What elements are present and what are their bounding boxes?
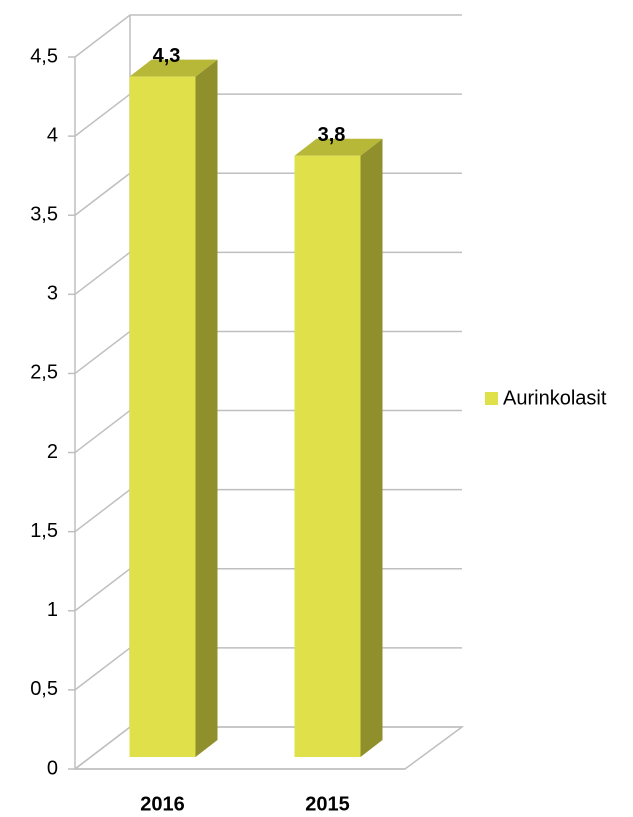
legend-swatch: [485, 392, 498, 405]
y-tick-label: 1,5: [30, 520, 58, 542]
y-tick-label: 3,5: [30, 204, 58, 226]
y-tick-label: 0: [47, 757, 58, 779]
data-label: 4,3: [153, 45, 181, 67]
y-tick-label: 4: [47, 124, 58, 146]
data-label: 3,8: [318, 124, 346, 146]
x-tick-label: 2016: [140, 793, 185, 815]
bar-side: [360, 138, 383, 757]
bar-top: [294, 138, 383, 156]
bar: [129, 76, 196, 757]
grid-line: [74, 14, 462, 58]
y-tick-label: 4,5: [30, 45, 58, 67]
legend-label: Aurinkolasit: [503, 387, 607, 409]
bar-side: [195, 59, 218, 757]
bar: [294, 155, 361, 757]
y-tick-label: 3: [47, 283, 58, 305]
x-tick-label: 2015: [305, 793, 350, 815]
y-tick-label: 0,5: [30, 678, 58, 700]
bar-top: [129, 59, 218, 77]
y-tick-label: 2: [47, 441, 58, 463]
y-tick-label: 2,5: [30, 362, 58, 384]
y-tick-label: 1: [47, 599, 58, 621]
